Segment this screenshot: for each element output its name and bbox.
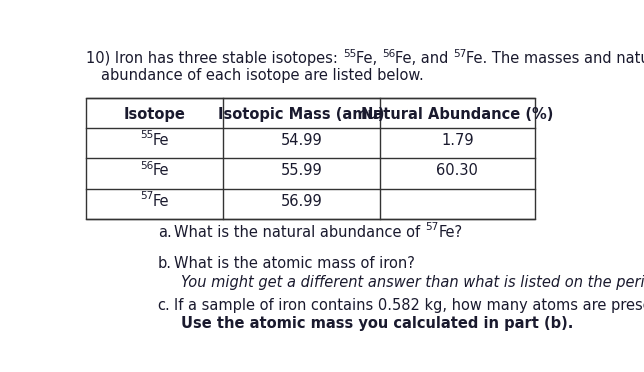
Text: Isotopic Mass (amu): Isotopic Mass (amu) xyxy=(218,107,384,122)
Bar xyxy=(86,97,535,219)
Text: Fe,: Fe, xyxy=(356,51,382,66)
Text: abundance of each isotope are listed below.: abundance of each isotope are listed bel… xyxy=(102,68,424,83)
Text: Fe: Fe xyxy=(153,163,169,178)
Text: Fe: Fe xyxy=(153,193,169,209)
Text: Fe. The masses and natural: Fe. The masses and natural xyxy=(466,51,644,66)
Text: 1.79: 1.79 xyxy=(441,133,473,148)
Text: What is the atomic mass of iron?: What is the atomic mass of iron? xyxy=(175,256,415,271)
Text: Natural Abundance (%): Natural Abundance (%) xyxy=(361,107,553,122)
Text: 54.99: 54.99 xyxy=(281,133,322,148)
Text: If a sample of iron contains 0.582 kg, how many atoms are present?: If a sample of iron contains 0.582 kg, h… xyxy=(175,298,644,312)
Text: 57: 57 xyxy=(453,49,466,59)
Text: 56: 56 xyxy=(382,49,395,59)
Text: a.: a. xyxy=(158,225,171,240)
Text: Isotope: Isotope xyxy=(124,107,185,122)
Text: Use the atomic mass you calculated in part (b).: Use the atomic mass you calculated in pa… xyxy=(182,316,574,331)
Text: Fe?: Fe? xyxy=(439,225,462,240)
Text: 55: 55 xyxy=(343,49,356,59)
Text: What is the natural abundance of: What is the natural abundance of xyxy=(175,225,425,240)
Text: Fe, and: Fe, and xyxy=(395,51,453,66)
Text: 56.99: 56.99 xyxy=(281,193,322,209)
Text: 60.30: 60.30 xyxy=(437,163,478,178)
Text: 55: 55 xyxy=(140,131,153,140)
Text: c.: c. xyxy=(157,298,169,312)
Text: Fe: Fe xyxy=(153,133,169,148)
Text: You might get a different answer than what is listed on the periodic table.: You might get a different answer than wh… xyxy=(182,275,644,290)
Text: 57: 57 xyxy=(140,191,153,201)
Text: b.: b. xyxy=(158,256,172,271)
Text: 56: 56 xyxy=(140,161,153,171)
Text: 10) Iron has three stable isotopes:: 10) Iron has three stable isotopes: xyxy=(86,51,343,66)
Text: 55.99: 55.99 xyxy=(281,163,322,178)
Text: 57: 57 xyxy=(425,222,439,232)
